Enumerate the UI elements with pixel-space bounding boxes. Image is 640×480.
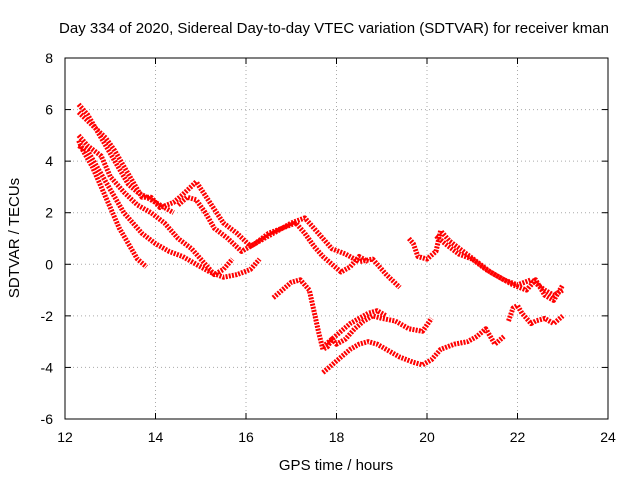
series-trace-3 bbox=[76, 133, 235, 278]
x-tick-label: 24 bbox=[600, 429, 616, 445]
y-tick-label: 8 bbox=[45, 50, 53, 66]
y-tick-label: -2 bbox=[41, 308, 54, 324]
series-trace-10 bbox=[407, 228, 565, 298]
x-tick-label: 12 bbox=[57, 429, 73, 445]
series-trace-8 bbox=[321, 326, 506, 375]
series-trace-5 bbox=[76, 110, 402, 290]
y-tick-label: -4 bbox=[41, 359, 54, 375]
series-trace-6 bbox=[176, 194, 370, 275]
x-axis-title: GPS time / hours bbox=[279, 457, 393, 474]
x-tick-label: 16 bbox=[238, 429, 254, 445]
x-tick-label: 20 bbox=[419, 429, 435, 445]
x-tick-label: 22 bbox=[510, 429, 526, 445]
chart-title: Day 334 of 2020, Sidereal Day-to-day VTE… bbox=[59, 20, 609, 37]
y-tick-label: 2 bbox=[45, 205, 53, 221]
y-tick-label: 6 bbox=[45, 102, 53, 118]
y-axis-title: SDTVAR / TECUs bbox=[6, 178, 23, 298]
series-trace-12 bbox=[506, 303, 565, 327]
series-trace-11 bbox=[434, 234, 565, 303]
y-tick-label: 0 bbox=[45, 256, 53, 272]
x-tick-label: 14 bbox=[148, 429, 164, 445]
x-tick-label: 18 bbox=[329, 429, 345, 445]
grid bbox=[65, 58, 608, 419]
y-tick-label: -6 bbox=[41, 411, 54, 427]
series-trace-7 bbox=[271, 277, 434, 352]
y-tick-label: 4 bbox=[45, 153, 53, 169]
series-layer bbox=[76, 102, 565, 375]
series-trace-9 bbox=[321, 308, 388, 349]
series-trace-1 bbox=[76, 139, 149, 269]
series-trace-2 bbox=[77, 143, 262, 280]
